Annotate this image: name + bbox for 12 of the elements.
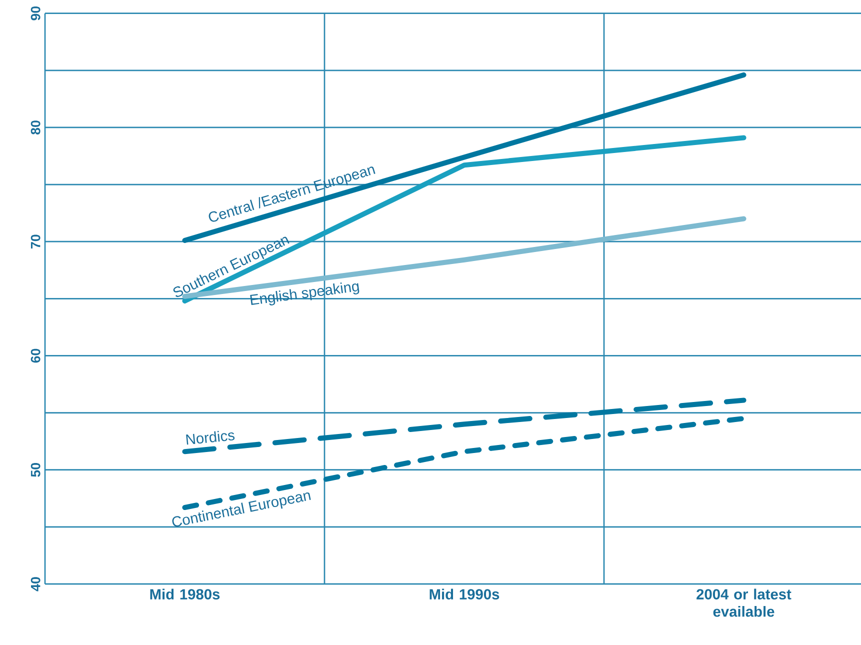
x-tick-label: Mid 1980s	[150, 588, 220, 600]
y-tick-label: 70	[30, 234, 40, 248]
text: Nordics	[186, 430, 235, 445]
y-tick-label: 90	[30, 6, 40, 20]
y-tick-label: 80	[30, 120, 40, 134]
x-tick-label: Mid 1990s	[430, 588, 500, 600]
text: English speaking	[250, 282, 360, 306]
y-tick-label: 50	[30, 462, 40, 477]
y-tick-label: 60	[30, 348, 40, 363]
y-tick-label: 40	[30, 577, 40, 592]
x-tick-label: 2004 or latest evailable	[696, 588, 792, 617]
text: Continental European	[172, 492, 311, 527]
